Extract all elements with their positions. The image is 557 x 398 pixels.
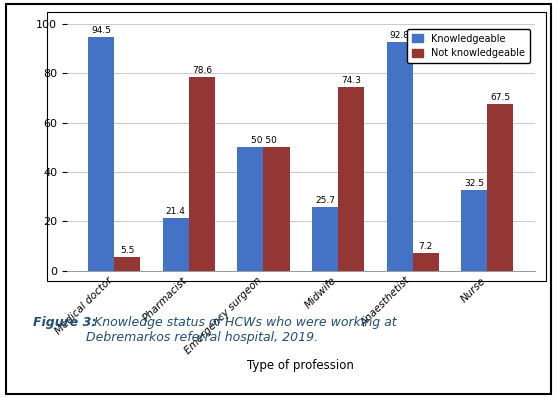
Bar xyxy=(189,77,215,271)
Bar xyxy=(461,190,487,271)
Bar xyxy=(312,207,338,271)
Text: 94.5: 94.5 xyxy=(91,27,111,35)
X-axis label: Type of profession: Type of profession xyxy=(247,359,354,372)
Text: Figure 3:: Figure 3: xyxy=(33,316,97,330)
Text: 92.8: 92.8 xyxy=(390,31,409,40)
Legend: Knowledgeable, Not knowledgeable: Knowledgeable, Not knowledgeable xyxy=(407,29,530,63)
Bar xyxy=(263,147,290,271)
Bar xyxy=(338,87,364,271)
Text: 7.2: 7.2 xyxy=(419,242,433,251)
Bar xyxy=(237,147,263,271)
Bar xyxy=(487,104,514,271)
Text: 5.5: 5.5 xyxy=(120,246,134,255)
Text: 21.4: 21.4 xyxy=(166,207,185,216)
Text: 74.3: 74.3 xyxy=(341,76,361,85)
Bar xyxy=(387,42,413,271)
Bar xyxy=(163,218,189,271)
Bar xyxy=(413,253,439,271)
Text: 25.7: 25.7 xyxy=(315,196,335,205)
Text: 32.5: 32.5 xyxy=(465,179,484,189)
Text: 67.5: 67.5 xyxy=(490,93,510,102)
Text: 50 50: 50 50 xyxy=(251,136,276,145)
Bar xyxy=(88,37,114,271)
Text: Knowledge status of HCWs who were working at
Debremarkos referral hospital, 2019: Knowledge status of HCWs who were workin… xyxy=(86,316,397,344)
Text: 78.6: 78.6 xyxy=(192,66,212,75)
Bar xyxy=(114,257,140,271)
